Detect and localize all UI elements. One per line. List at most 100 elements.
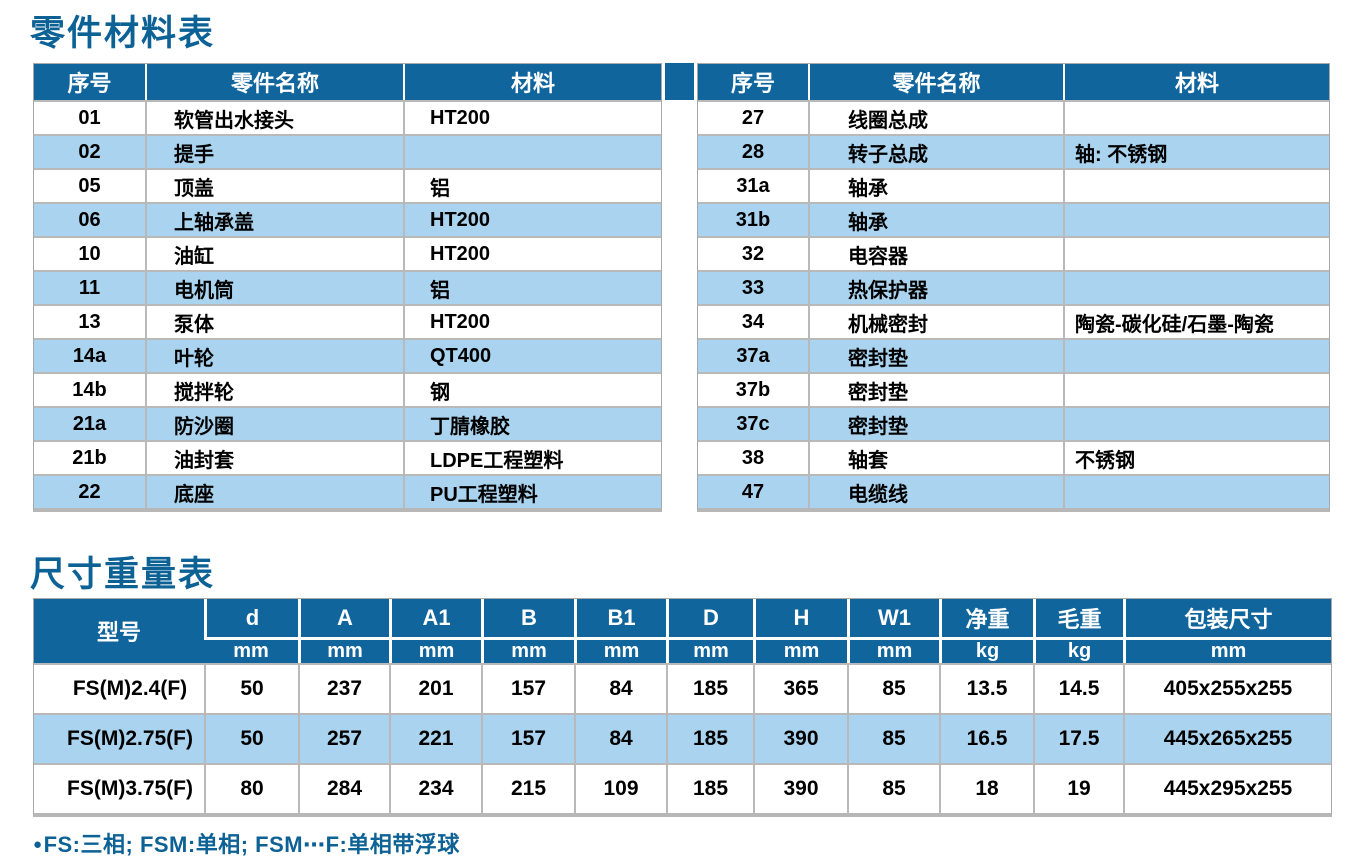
dims-row: FS(M)2.75(F) 50 257 221 157 84 185 390 85 16.5 17.…: [34, 713, 1331, 763]
dims-row: FS(M)2.4(F) 50 237 201 157 84 185 365 85 13.5 14.5…: [34, 663, 1331, 713]
dims-column-header: H: [753, 599, 847, 637]
dims-unit-header: mm: [481, 637, 574, 663]
parts-no-cell: 47: [698, 474, 808, 508]
dims-value-cell: 50: [204, 663, 298, 713]
spacer-header-band: [665, 63, 694, 100]
parts-column-header: 零件名称: [145, 64, 403, 100]
parts-row: 06 上轴承盖 HT200: [34, 202, 661, 236]
parts-row: 21b 油封套 LDPE工程塑料: [34, 440, 661, 474]
parts-no-cell: 28: [698, 134, 808, 168]
parts-name-cell: 叶轮: [145, 338, 403, 372]
parts-material-cell: [1063, 338, 1329, 372]
parts-table-right: 序号 零件名称 材料 27 线圈总成 28 转子总成 轴: 不锈钢 31a 轴承 31b 轴承 32 电…: [697, 63, 1330, 512]
parts-row: 32 电容器: [698, 236, 1329, 270]
dims-value-cell: 390: [753, 763, 847, 813]
dims-value-cell: 19: [1033, 763, 1123, 813]
parts-name-cell: 搅拌轮: [145, 372, 403, 406]
dims-value-cell: 85: [847, 713, 939, 763]
dims-value-cell: 185: [666, 713, 753, 763]
parts-no-cell: 05: [34, 168, 145, 202]
dims-value-cell: 85: [847, 663, 939, 713]
dims-column-header: 净重: [939, 599, 1033, 637]
parts-material-cell: 陶瓷-碳化硅/石墨-陶瓷: [1063, 304, 1329, 338]
dims-column-header: 包装尺寸: [1123, 599, 1331, 637]
parts-material-cell: [1063, 372, 1329, 406]
dims-row: FS(M)3.75(F) 80 284 234 215 109 185 390 85 18 19 44…: [34, 763, 1331, 813]
dims-value-cell: 215: [481, 763, 574, 813]
footnote: ●FS:三相; FSM:单相; FSM⋯F:单相带浮球: [33, 827, 460, 859]
parts-row: 33 热保护器: [698, 270, 1329, 304]
parts-name-cell: 上轴承盖: [145, 202, 403, 236]
parts-no-cell: 22: [34, 474, 145, 508]
dims-value-cell: 157: [481, 663, 574, 713]
parts-no-cell: 37a: [698, 338, 808, 372]
parts-no-cell: 02: [34, 134, 145, 168]
parts-tables-container: 序号 零件名称 材料 01 软管出水接头 HT200 02 提手 05 顶盖铝 06 上轴承盖 HT2…: [33, 63, 1330, 512]
parts-no-cell: 13: [34, 304, 145, 338]
dims-value-cell: 18: [939, 763, 1033, 813]
parts-no-cell: 34: [698, 304, 808, 338]
parts-no-cell: 37b: [698, 372, 808, 406]
dims-column-header: A1: [389, 599, 481, 637]
parts-name-cell: 底座: [145, 474, 403, 508]
parts-no-cell: 10: [34, 236, 145, 270]
dims-column-header: B1: [574, 599, 666, 637]
parts-row: 37b 密封垫: [698, 372, 1329, 406]
parts-name-cell: 线圈总成: [808, 100, 1063, 134]
parts-material-cell: 轴: 不锈钢: [1063, 134, 1329, 168]
footnote-text: FS:三相; FSM:单相; FSM⋯F:单相带浮球: [43, 832, 460, 857]
dims-unit-header: mm: [666, 637, 753, 663]
parts-row: 38 轴套 不锈钢: [698, 440, 1329, 474]
dims-header-row-units: mm mm mm mm mm mm mm mm kg kg mm: [34, 637, 1331, 663]
dims-model-cell: FS(M)2.4(F): [34, 663, 204, 713]
parts-header-row: 序号 零件名称 材料: [698, 64, 1329, 100]
dims-header-row-labels: 型号 d A A1 B B1 D H W1 净重 毛重 包装尺寸: [34, 599, 1331, 663]
parts-row: 34 机械密封 陶瓷-碳化硅/石墨-陶瓷: [698, 304, 1329, 338]
parts-material-cell: PU工程塑料: [403, 474, 661, 508]
parts-table-left: 序号 零件名称 材料 01 软管出水接头 HT200 02 提手 05 顶盖铝 06 上轴承盖 HT2…: [33, 63, 662, 512]
parts-name-cell: 轴承: [808, 168, 1063, 202]
parts-no-cell: 33: [698, 270, 808, 304]
parts-name-cell: 密封垫: [808, 338, 1063, 372]
dimensions-section-title: 尺寸重量表: [30, 555, 216, 594]
dims-unit-header: kg: [939, 637, 1033, 663]
parts-name-cell: 机械密封: [808, 304, 1063, 338]
dims-value-cell: 237: [298, 663, 389, 713]
parts-table-spacer: [662, 63, 697, 512]
dims-value-cell: 405x255x255: [1123, 663, 1331, 713]
parts-row: 14b 搅拌轮钢: [34, 372, 661, 406]
parts-material-cell: [1063, 202, 1329, 236]
dims-value-cell: 445x265x255: [1123, 713, 1331, 763]
parts-name-cell: 转子总成: [808, 134, 1063, 168]
parts-material-cell: [1063, 474, 1329, 508]
dims-value-cell: 109: [574, 763, 666, 813]
dims-unit-header: mm: [753, 637, 847, 663]
dims-column-header: W1: [847, 599, 939, 637]
dims-value-cell: 365: [753, 663, 847, 713]
parts-material-cell: 不锈钢: [1063, 440, 1329, 474]
parts-name-cell: 软管出水接头: [145, 100, 403, 134]
parts-material-cell: [1063, 406, 1329, 440]
dims-model-cell: FS(M)2.75(F): [34, 713, 204, 763]
parts-name-cell: 提手: [145, 134, 403, 168]
parts-row: 13 泵体 HT200: [34, 304, 661, 338]
dims-column-header: d: [204, 599, 298, 637]
parts-row: 02 提手: [34, 134, 661, 168]
dims-value-cell: 16.5: [939, 713, 1033, 763]
parts-column-header: 材料: [403, 64, 661, 100]
parts-material-cell: HT200: [403, 202, 661, 236]
parts-no-cell: 38: [698, 440, 808, 474]
dims-value-cell: 445x295x255: [1123, 763, 1331, 813]
dims-column-header: 毛重: [1033, 599, 1123, 637]
parts-material-cell: QT400: [403, 338, 661, 372]
parts-row: 47 电缆线: [698, 474, 1329, 508]
dims-unit-header: mm: [298, 637, 389, 663]
parts-row: 14a 叶轮 QT400: [34, 338, 661, 372]
dims-value-cell: 13.5: [939, 663, 1033, 713]
parts-name-cell: 油封套: [145, 440, 403, 474]
dims-column-header: A: [298, 599, 389, 637]
parts-no-cell: 14a: [34, 338, 145, 372]
footnote-bullet-icon: ●: [33, 836, 43, 853]
parts-column-header: 序号: [698, 64, 808, 100]
parts-no-cell: 01: [34, 100, 145, 134]
